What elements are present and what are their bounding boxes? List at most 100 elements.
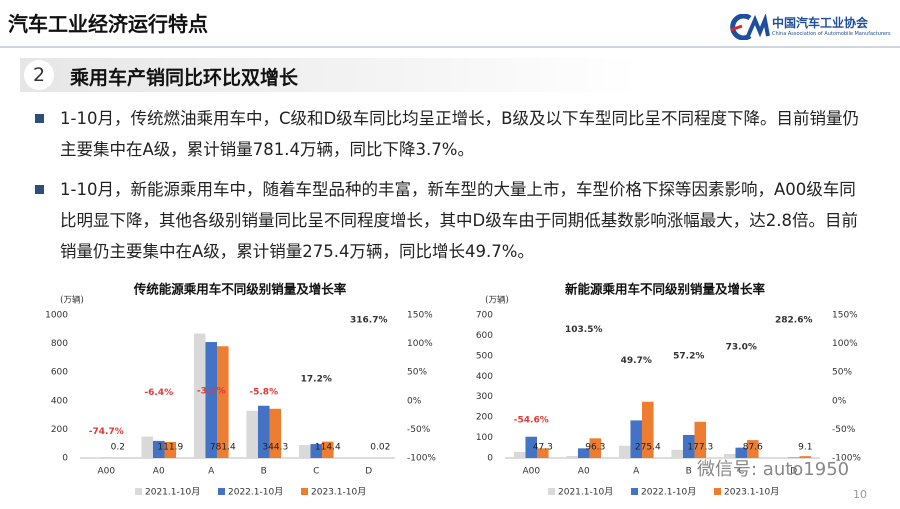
bar [589, 438, 602, 458]
bar [537, 448, 549, 458]
legend-swatch [301, 488, 308, 495]
growth-label: 282.6% [775, 316, 813, 326]
legend-swatch [218, 488, 225, 495]
x-tick-label: A0 [578, 467, 590, 477]
y-tick-label: 300 [476, 392, 493, 402]
y-tick-label: 200 [51, 425, 68, 435]
bar [322, 441, 334, 458]
y-tick-label: 1000 [45, 311, 68, 321]
bar [205, 342, 218, 458]
value-label: 96.3 [585, 443, 605, 453]
logo-subtext: China Association of Automobile Manufact… [772, 31, 891, 37]
x-tick-label: A00 [97, 467, 115, 477]
bar [298, 445, 311, 458]
x-tick-label: C [313, 467, 319, 477]
legend-label: 2021.1-10月 [145, 487, 200, 498]
header-rule [0, 46, 900, 48]
growth-label: 17.2% [301, 374, 332, 384]
bar [630, 420, 643, 458]
bar [682, 434, 695, 458]
bar [735, 447, 748, 458]
chart-title: 传统能源乘用车不同级别销量及增长率 [133, 282, 347, 297]
legend-swatch [714, 488, 721, 495]
section-band [20, 58, 640, 92]
watermark: 微信号: auto1950 [697, 459, 850, 480]
y2-tick-label: 100% [832, 339, 858, 349]
growth-label: 49.7% [621, 356, 652, 366]
bar [723, 453, 736, 458]
x-tick-label: D [790, 467, 797, 477]
y-tick-label: 400 [51, 396, 68, 406]
growth-label: 73.0% [726, 343, 757, 353]
bar [164, 441, 177, 458]
legend-swatch [548, 488, 555, 495]
y2-tick-label: -50% [407, 425, 431, 435]
x-tick-label: B [686, 467, 692, 477]
bar [525, 436, 538, 458]
growth-label: 103.5% [565, 325, 603, 335]
growth-label: 316.7% [350, 316, 388, 326]
logo-mark [730, 14, 770, 40]
bar [193, 333, 206, 458]
bar [747, 440, 759, 458]
growth-label: -6.4% [144, 388, 173, 398]
value-label: 114.4 [315, 443, 341, 453]
y-tick-label: 0 [487, 454, 493, 464]
bar [799, 456, 812, 458]
bar [566, 455, 578, 458]
bar [513, 451, 526, 458]
bar [246, 410, 258, 458]
section-title: 乘用车产销同比环比双增长 [70, 67, 299, 89]
bullet: 1-10月，新能源乘用车中，随着车型品种的丰富，新车型的大量上市，车型价格下探等… [35, 174, 872, 267]
growth-label: -54.6% [514, 416, 549, 426]
bar [269, 408, 282, 458]
logo-text: 中国汽车工业协会 [772, 16, 869, 30]
legend-label: 2023.1-10月 [311, 487, 366, 498]
value-label: 111.9 [157, 443, 183, 453]
legend-swatch [135, 488, 142, 495]
legend-label: 2022.1-10月 [641, 487, 696, 498]
x-tick-label: A [208, 467, 215, 477]
y-tick-label: 100 [476, 433, 493, 443]
bar [217, 346, 229, 458]
bar [257, 405, 270, 458]
legend-label: 2022.1-10月 [228, 487, 283, 498]
y2-tick-label: 150% [832, 311, 858, 321]
x-tick-label: B [261, 467, 267, 477]
value-label: 0.2 [111, 443, 125, 453]
y-tick-label: 600 [51, 368, 68, 378]
x-tick-label: A00 [522, 467, 540, 477]
page-number: 10 [853, 488, 867, 501]
value-label: 344.3 [262, 443, 288, 453]
bar [694, 421, 707, 458]
growth-label: 57.2% [673, 352, 704, 362]
x-tick-label: D [365, 467, 372, 477]
value-label: 177.3 [687, 443, 713, 453]
bar [577, 448, 590, 458]
y-tick-label: 0 [62, 454, 68, 464]
growth-label: -5.8% [249, 388, 278, 398]
legend-label: 2023.1-10月 [724, 487, 779, 498]
growth-label: -3.7% [197, 386, 226, 396]
legend-label: 2021.1-10月 [558, 487, 613, 498]
bullet: 1-10月，传统燃油乘用车中，C级和D级车同比均呈正增长，B级及以下车型同比呈不… [35, 103, 872, 165]
bar [141, 436, 153, 458]
slide-title: 汽车工业经济运行特点 [8, 12, 208, 36]
y2-tick-label: 150% [407, 311, 433, 321]
legend-swatch [631, 488, 638, 495]
value-label: 87.6 [743, 443, 763, 453]
y-tick-label: 400 [476, 372, 493, 382]
section-number: 2 [24, 60, 54, 90]
y-tick-label: 700 [476, 311, 493, 321]
bar [618, 445, 631, 458]
y2-tick-label: 50% [407, 368, 427, 378]
chart-title: 新能源乘用车不同级别销量及增长率 [565, 282, 766, 297]
value-label: 275.4 [635, 443, 661, 453]
y2-tick-label: -50% [832, 425, 856, 435]
y-axis-label: (万辆) [60, 295, 84, 306]
y2-tick-label: 100% [407, 339, 433, 349]
y2-tick-label: -100% [407, 454, 436, 464]
y2-tick-label: -100% [832, 454, 861, 464]
y2-tick-label: 0% [407, 396, 422, 406]
